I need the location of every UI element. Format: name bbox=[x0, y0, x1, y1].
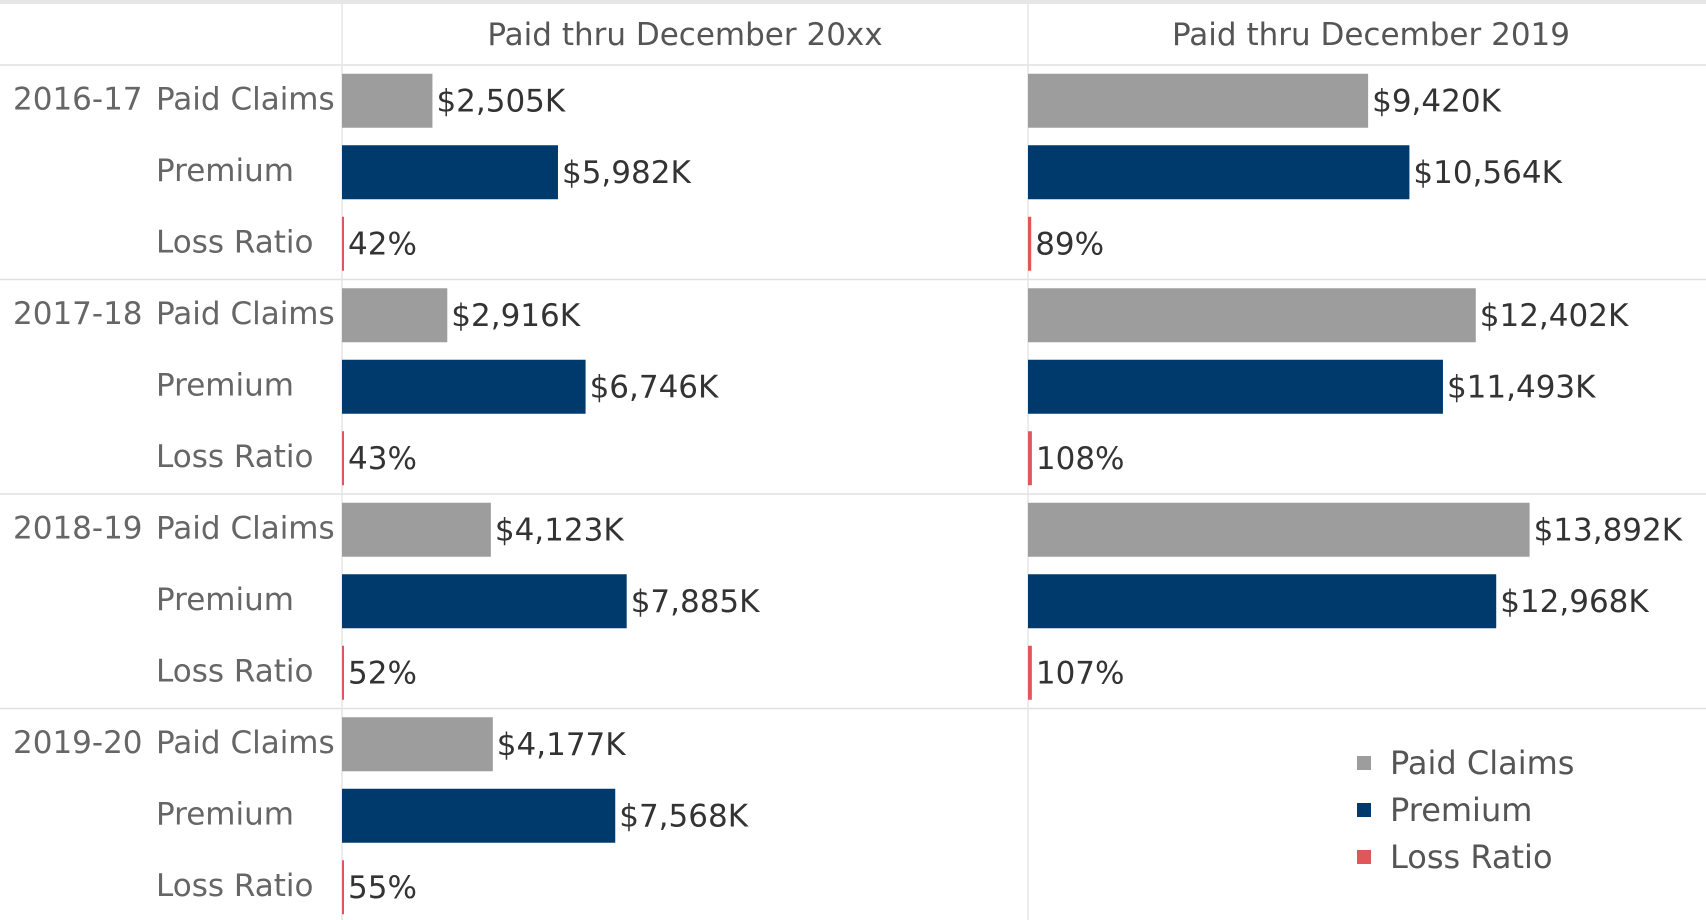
bar bbox=[342, 788, 616, 843]
value-label: $2,505K bbox=[436, 83, 565, 119]
value-label: $10,564K bbox=[1413, 155, 1562, 191]
measure-label: Premium bbox=[156, 582, 294, 618]
measure-label: Premium bbox=[156, 367, 294, 403]
bar bbox=[1028, 502, 1530, 557]
value-label: 107% bbox=[1036, 655, 1125, 691]
bar bbox=[1028, 359, 1443, 414]
measure-label: Paid Claims bbox=[156, 725, 335, 761]
measure-label: Loss Ratio bbox=[156, 224, 313, 260]
measure-label: Paid Claims bbox=[156, 510, 335, 546]
measure-label: Paid Claims bbox=[156, 81, 335, 117]
measure-label: Loss Ratio bbox=[156, 653, 313, 689]
year-label: 2018-19 bbox=[13, 510, 143, 546]
value-label: 43% bbox=[348, 441, 417, 477]
measure-label: Paid Claims bbox=[156, 296, 335, 332]
bar bbox=[342, 645, 344, 700]
bar bbox=[342, 359, 586, 414]
value-label: 108% bbox=[1036, 441, 1125, 477]
bar bbox=[1028, 645, 1032, 700]
value-label: $9,420K bbox=[1372, 83, 1501, 119]
year-label: 2019-20 bbox=[13, 725, 143, 761]
measure-label: Premium bbox=[156, 153, 294, 189]
bar bbox=[342, 73, 433, 128]
measure-label: Loss Ratio bbox=[156, 868, 313, 904]
value-label: $11,493K bbox=[1447, 369, 1596, 405]
value-label: $7,885K bbox=[631, 584, 760, 620]
bar bbox=[1028, 216, 1032, 271]
value-label: $13,892K bbox=[1534, 512, 1683, 548]
column-header: Paid thru December 20xx bbox=[487, 17, 882, 53]
column-header: Paid thru December 2019 bbox=[1172, 17, 1570, 53]
year-label: 2017-18 bbox=[13, 296, 143, 332]
value-label: $6,746K bbox=[590, 369, 719, 405]
legend-swatch bbox=[1357, 803, 1371, 817]
legend-label: Loss Ratio bbox=[1390, 838, 1553, 876]
bar bbox=[342, 216, 344, 271]
measure-label: Premium bbox=[156, 796, 294, 832]
value-label: $4,123K bbox=[495, 512, 624, 548]
value-label: 42% bbox=[348, 226, 417, 262]
legend-label: Premium bbox=[1390, 791, 1532, 829]
bar bbox=[342, 717, 493, 772]
value-label: $12,968K bbox=[1500, 584, 1649, 620]
bar bbox=[342, 431, 344, 486]
bar bbox=[342, 145, 558, 200]
bar bbox=[1028, 288, 1476, 343]
bar bbox=[1028, 431, 1032, 486]
legend-label: Paid Claims bbox=[1390, 744, 1574, 782]
bar bbox=[342, 860, 344, 915]
bar bbox=[342, 288, 448, 343]
value-label: $4,177K bbox=[497, 727, 626, 763]
value-label: $7,568K bbox=[619, 798, 748, 834]
value-label: $2,916K bbox=[451, 298, 580, 334]
bar bbox=[342, 502, 491, 557]
year-label: 2016-17 bbox=[13, 81, 143, 117]
measure-label: Loss Ratio bbox=[156, 439, 313, 475]
value-label: 55% bbox=[348, 870, 417, 906]
legend-swatch bbox=[1357, 850, 1371, 864]
value-label: $12,402K bbox=[1480, 298, 1629, 334]
value-label: 89% bbox=[1035, 226, 1104, 262]
bar bbox=[1028, 73, 1369, 128]
top-border bbox=[0, 0, 1706, 4]
bar bbox=[1028, 574, 1497, 629]
bar bbox=[342, 574, 627, 629]
value-label: $5,982K bbox=[562, 155, 691, 191]
legend-swatch bbox=[1357, 756, 1371, 770]
value-label: 52% bbox=[348, 655, 417, 691]
bar bbox=[1028, 145, 1410, 200]
